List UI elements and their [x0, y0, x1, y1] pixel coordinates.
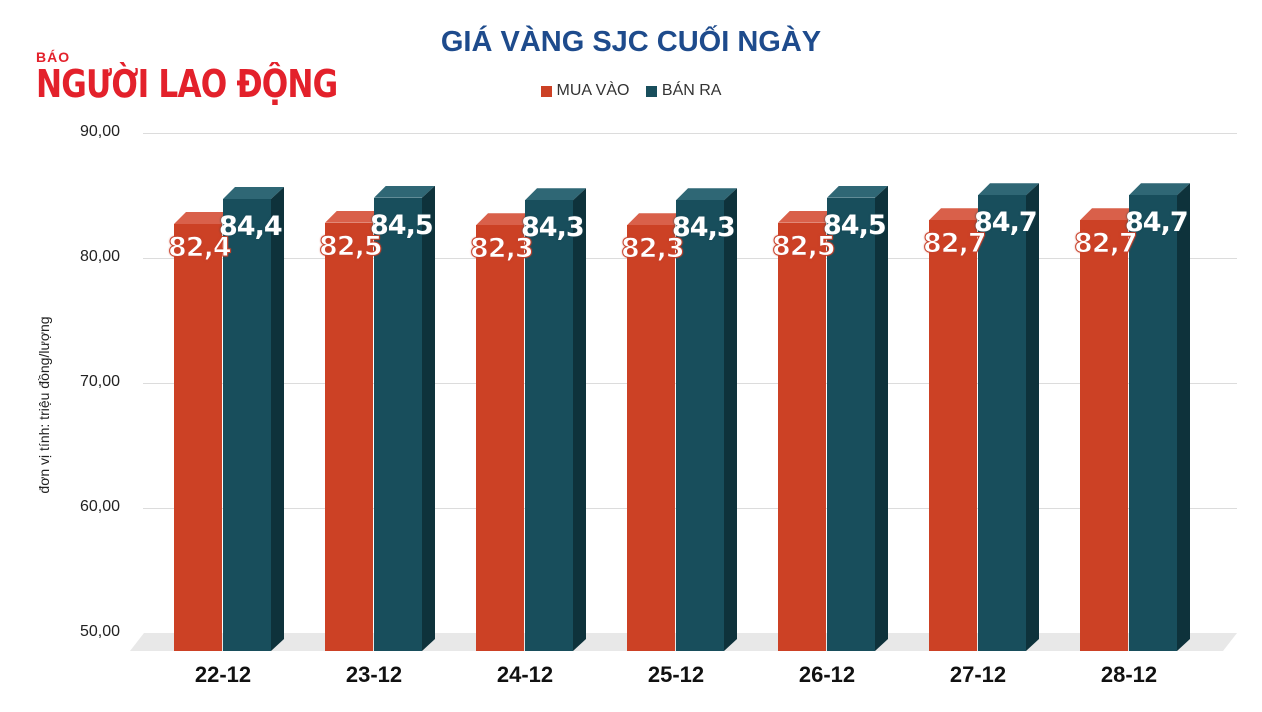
value-label-sell: 84,3 — [672, 212, 736, 244]
y-tick-label: 60,00 — [79, 498, 120, 515]
bar-buy — [627, 213, 689, 651]
x-tick-label: 22-12 — [194, 662, 252, 687]
logo-small-text: BÁO — [36, 49, 71, 65]
value-label-sell: 84,3 — [521, 212, 585, 244]
x-tick-label: 24-12 — [496, 662, 554, 687]
bar-buy — [1080, 208, 1142, 651]
bar-buy — [476, 213, 538, 651]
gridline — [143, 133, 1237, 134]
legend-label-sell: BÁN RA — [661, 82, 722, 99]
value-label-buy: 82,7 — [1074, 228, 1139, 260]
legend-swatch-buy-icon — [540, 85, 552, 97]
value-label-sell: 84,5 — [370, 209, 434, 241]
value-label-buy: 82,5 — [319, 230, 384, 262]
y-tick-label: 90,00 — [79, 123, 120, 140]
bar-buy — [929, 208, 991, 651]
value-label-sell: 84,7 — [1125, 207, 1189, 239]
value-label-buy: 82,3 — [621, 233, 686, 265]
legend-label-buy: MUA VÀO — [556, 82, 630, 99]
bar-sell — [374, 185, 436, 651]
x-tick-label: 27-12 — [949, 662, 1007, 687]
value-label-sell: 84,5 — [823, 209, 887, 241]
bar-buy — [174, 212, 236, 651]
bar-sell — [1129, 183, 1191, 651]
bar-buy — [778, 210, 840, 651]
bar-sell — [223, 187, 285, 651]
value-label-sell: 84,4 — [219, 211, 283, 242]
bar-buy — [325, 210, 387, 651]
chart-title: GIÁ VÀNG SJC CUỐI NGÀY — [440, 26, 822, 58]
value-label-sell: 84,7 — [974, 207, 1038, 239]
value-label-buy: 82,7 — [923, 228, 988, 260]
bar-sell — [978, 183, 1040, 651]
y-tick-label: 50,00 — [79, 623, 120, 640]
x-tick-label: 23-12 — [345, 662, 403, 687]
y-axis-title: đơn vị tính: triệu đồng/lượng — [36, 316, 52, 494]
bar-sell — [827, 185, 889, 651]
value-label-buy: 82,5 — [772, 230, 837, 262]
legend-item-buy: MUA VÀO — [540, 82, 630, 100]
x-tick-label: 25-12 — [647, 662, 705, 687]
value-label-buy: 82,3 — [470, 233, 535, 265]
bar-sell — [525, 188, 587, 651]
legend: MUA VÀO BÁN RA — [0, 82, 1262, 102]
legend-swatch-sell-icon — [645, 85, 657, 97]
y-tick-label: 80,00 — [79, 248, 120, 265]
logo: BÁO NGƯỜI LAO ĐỘNG — [36, 50, 404, 104]
logo-big-text: NGƯỜI LAO ĐỘNG — [36, 62, 338, 106]
legend-item-sell: BÁN RA — [645, 82, 722, 100]
x-tick-label: 28-12 — [1100, 662, 1158, 687]
bar-sell — [676, 188, 738, 651]
value-label-buy: 82,4 — [168, 232, 233, 264]
y-tick-label: 70,00 — [79, 373, 120, 390]
x-tick-label: 26-12 — [798, 662, 856, 687]
